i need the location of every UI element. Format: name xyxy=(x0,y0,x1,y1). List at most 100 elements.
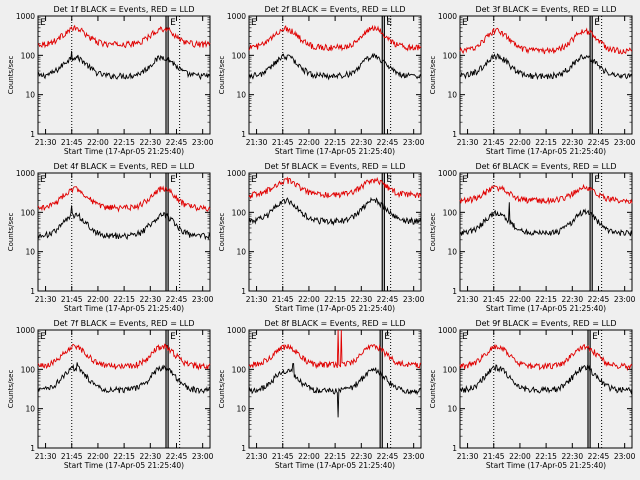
y-tick-label: 10 xyxy=(447,405,457,414)
y-tick-label: 100 xyxy=(232,51,247,60)
panel-title: Det 3f BLACK = Events, RED = LLD xyxy=(475,5,616,14)
x-tick-label: 21:45 xyxy=(272,138,294,147)
marker-label: E xyxy=(386,175,392,185)
x-tick-label: 21:45 xyxy=(272,295,294,304)
series-line-lld xyxy=(37,343,211,371)
panel-2: Det 2f BLACK = Events, RED = LLD 1 10 100 10… xyxy=(218,5,425,156)
marker-label: E xyxy=(251,332,257,342)
series-line-lld xyxy=(459,27,633,55)
x-tick-label: 22:15 xyxy=(324,452,346,461)
marker-label: E xyxy=(170,175,176,185)
x-tick-label: 22:15 xyxy=(535,295,557,304)
y-tick-label: 100 xyxy=(443,365,458,374)
x-axis-label: Start Time (17-Apr-05 21:25:40) xyxy=(64,147,184,156)
x-tick-label: 21:30 xyxy=(457,295,479,304)
y-axis-label: Counts/sec xyxy=(429,370,437,409)
x-axis-label: Start Time (17-Apr-05 21:25:40) xyxy=(64,304,184,313)
y-axis-label: Counts/sec xyxy=(7,370,15,409)
panel-9: Det 9f BLACK = Events, RED = LLD 1 10 100 10… xyxy=(429,319,636,470)
y-tick-label: 100 xyxy=(232,365,247,374)
x-tick-label: 23:00 xyxy=(614,452,636,461)
x-tick-label: 22:45 xyxy=(588,452,610,461)
x-tick-label: 22:00 xyxy=(509,138,531,147)
x-tick-label: 22:30 xyxy=(350,295,372,304)
y-tick-label: 100 xyxy=(21,365,36,374)
x-tick-label: 23:00 xyxy=(614,295,636,304)
panel-4: Det 4f BLACK = Events, RED = LLD 1 10 100 10… xyxy=(7,162,214,313)
x-tick-label: 21:45 xyxy=(483,295,505,304)
marker-label: E xyxy=(170,332,176,342)
y-axis-label: Counts/sec xyxy=(7,56,15,95)
x-tick-label: 22:45 xyxy=(377,452,399,461)
x-tick-label: 22:45 xyxy=(166,295,188,304)
y-tick-label: 100 xyxy=(443,208,458,217)
series-line-lld xyxy=(248,24,422,52)
x-tick-label: 22:30 xyxy=(139,138,161,147)
x-axis-label: Start Time (17-Apr-05 21:25:40) xyxy=(275,147,395,156)
x-tick-label: 22:30 xyxy=(561,138,583,147)
x-tick-label: 23:00 xyxy=(403,138,425,147)
series-line-events xyxy=(248,196,422,226)
series-line-events xyxy=(460,53,633,81)
y-tick-label: 100 xyxy=(443,51,458,60)
x-tick-label: 23:00 xyxy=(192,138,214,147)
marker-label: E xyxy=(462,18,468,28)
series-line-lld xyxy=(248,329,422,370)
series-line-events xyxy=(37,205,211,241)
x-axis-label: Start Time (17-Apr-05 21:25:40) xyxy=(486,304,606,313)
x-tick-label: 22:30 xyxy=(139,295,161,304)
y-tick-label: 100 xyxy=(232,208,247,217)
x-tick-label: 21:45 xyxy=(483,138,505,147)
series-line-lld xyxy=(37,185,211,213)
panel-title: Det 2f BLACK = Events, RED = LLD xyxy=(264,5,405,14)
panel-3: Det 3f BLACK = Events, RED = LLD 1 10 100 10… xyxy=(429,5,636,156)
y-tick-label: 1000 xyxy=(16,326,35,335)
x-axis-label: Start Time (17-Apr-05 21:25:40) xyxy=(64,461,184,470)
panel-8: Det 8f BLACK = Events, RED = LLD 1 10 100 10… xyxy=(218,319,425,470)
marker-label: E xyxy=(386,18,392,28)
x-tick-label: 21:45 xyxy=(272,452,294,461)
y-axis-label: Counts/sec xyxy=(218,213,226,252)
x-tick-label: 23:00 xyxy=(192,452,214,461)
x-tick-label: 22:00 xyxy=(298,452,320,461)
x-tick-label: 21:30 xyxy=(35,138,57,147)
marker-label: E xyxy=(462,332,468,342)
y-tick-label: 10 xyxy=(447,91,457,100)
x-axis-label: Start Time (17-Apr-05 21:25:40) xyxy=(486,461,606,470)
x-tick-label: 22:15 xyxy=(113,138,135,147)
series-line-lld xyxy=(459,343,633,372)
x-tick-label: 21:30 xyxy=(246,452,268,461)
panel-6: Det 6f BLACK = Events, RED = LLD 1 10 100 10… xyxy=(429,162,636,313)
series-line-events xyxy=(459,364,633,395)
x-tick-label: 22:15 xyxy=(113,295,135,304)
y-tick-label: 10 xyxy=(25,248,35,257)
x-tick-label: 21:45 xyxy=(61,295,83,304)
x-tick-label: 22:45 xyxy=(166,138,188,147)
panel-title: Det 5f BLACK = Events, RED = LLD xyxy=(264,162,405,171)
y-tick-label: 10 xyxy=(236,91,246,100)
x-axis-label: Start Time (17-Apr-05 21:25:40) xyxy=(486,147,606,156)
x-tick-label: 21:45 xyxy=(61,138,83,147)
y-tick-label: 1000 xyxy=(227,169,246,178)
y-axis-label: Counts/sec xyxy=(218,370,226,409)
series-line-events xyxy=(248,363,422,418)
panel-title: Det 6f BLACK = Events, RED = LLD xyxy=(475,162,616,171)
y-tick-label: 100 xyxy=(21,51,36,60)
series-line-events xyxy=(37,50,211,81)
x-axis-label: Start Time (17-Apr-05 21:25:40) xyxy=(275,461,395,470)
x-tick-label: 22:45 xyxy=(588,295,610,304)
x-tick-label: 22:30 xyxy=(139,452,161,461)
x-tick-label: 22:45 xyxy=(377,295,399,304)
x-tick-label: 21:30 xyxy=(35,295,57,304)
marker-label: E xyxy=(594,175,600,185)
marker-label: E xyxy=(170,18,176,28)
panel-5: Det 5f BLACK = Events, RED = LLD 1 10 100 10… xyxy=(218,162,425,313)
x-tick-label: 22:30 xyxy=(561,452,583,461)
marker-label: E xyxy=(40,18,46,28)
x-tick-label: 22:15 xyxy=(535,138,557,147)
marker-label: E xyxy=(251,175,257,185)
x-tick-label: 22:00 xyxy=(87,138,109,147)
marker-label: E xyxy=(592,332,598,342)
x-axis-label: Start Time (17-Apr-05 21:25:40) xyxy=(275,304,395,313)
panel-grid: Det 1f BLACK = Events, RED = LLD 1 10 100 10… xyxy=(7,5,636,470)
